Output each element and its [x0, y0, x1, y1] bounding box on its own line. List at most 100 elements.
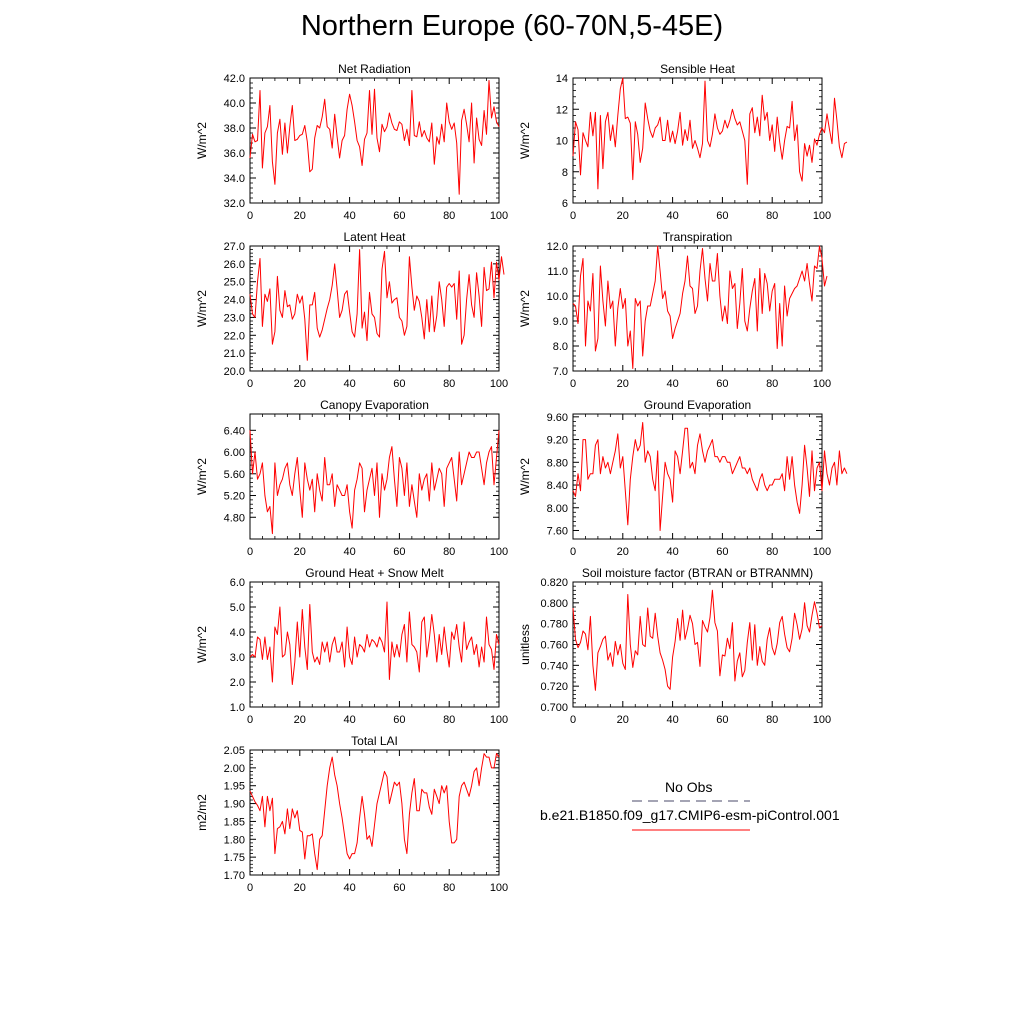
- panel-9-ylabel: m2/m2: [195, 794, 209, 831]
- panel-7-ytick-label: 5.0: [230, 602, 245, 614]
- legend-model-label: b.e21.B1850.f09_g17.CMIP6-esm-piControl.…: [540, 807, 840, 823]
- panel-8-xtick-label: 80: [766, 714, 778, 726]
- panel-2-xtick-label: 0: [570, 210, 576, 222]
- panel-3-ytick-label: 20.0: [224, 366, 245, 378]
- panel-8-xtick-label: 20: [617, 714, 629, 726]
- panel-6-ytick-label: 8.40: [547, 480, 568, 492]
- panel-9-ytick-label: 2.05: [224, 745, 245, 757]
- panel-4-ytick-label: 8.0: [553, 341, 568, 353]
- panel-9-series-line: [249, 753, 500, 871]
- panel-4-series-line: [572, 245, 828, 369]
- panel-6-xtick-label: 100: [813, 546, 831, 558]
- panel-5-ytick-label: 4.80: [224, 512, 245, 524]
- panel-9-ytick-label: 1.95: [224, 781, 245, 793]
- panel-2-title: Sensible Heat: [660, 62, 735, 76]
- panel-6-ytick-label: 9.60: [547, 412, 568, 424]
- panel-5-ytick-label: 6.00: [224, 447, 245, 459]
- panel-7-xtick-label: 0: [247, 714, 253, 726]
- panel-6-frame: [572, 413, 823, 540]
- panel-3-series-line: [249, 249, 505, 361]
- panel-3-xtick-label: 100: [490, 378, 508, 390]
- panel-4-xtick-label: 0: [570, 378, 576, 390]
- panel-5-xtick-label: 100: [490, 546, 508, 558]
- panel-8-ylabel: unitless: [518, 624, 532, 665]
- panel-2-ytick-label: 8: [562, 167, 568, 179]
- panel-3-ytick-label: 27.0: [224, 241, 245, 253]
- panel-3-frame: [249, 245, 500, 372]
- panel-9-ytick-label: 2.00: [224, 763, 245, 775]
- panel-1-title: Net Radiation: [338, 62, 411, 76]
- panel-4-ytick-label: 7.0: [553, 366, 568, 378]
- panel-8-ytick-label: 0.800: [540, 598, 568, 610]
- panel-3-xtick-label: 60: [393, 378, 405, 390]
- panel-1-xtick-label: 100: [490, 210, 508, 222]
- panel-7-xtick-label: 80: [443, 714, 455, 726]
- panel-6-title: Ground Evaporation: [644, 398, 751, 412]
- panel-7-ytick-label: 4.0: [230, 627, 245, 639]
- panel-1-ytick-label: 36.0: [224, 148, 245, 160]
- panel-6-xtick-label: 0: [570, 546, 576, 558]
- panel-1-xtick-label: 80: [443, 210, 455, 222]
- panel-2-xtick-label: 60: [716, 210, 728, 222]
- panel-5-xtick-label: 80: [443, 546, 455, 558]
- panel-9-xtick-label: 80: [443, 882, 455, 894]
- panel-7-xtick-label: 40: [343, 714, 355, 726]
- panel-7-ylabel: W/m^2: [195, 626, 209, 663]
- panel-2-series-line: [572, 77, 848, 190]
- panel-3-xtick-label: 80: [443, 378, 455, 390]
- panel-7-xtick-label: 100: [490, 714, 508, 726]
- panel-4-ytick-label: 9.0: [553, 316, 568, 328]
- panel-2-xtick-label: 20: [617, 210, 629, 222]
- panel-6-xtick-label: 40: [666, 546, 678, 558]
- panel-7-ytick-label: 2.0: [230, 677, 245, 689]
- panel-1-xtick-label: 60: [393, 210, 405, 222]
- panel-5-frame: [249, 413, 500, 540]
- panel-4-xtick-label: 60: [716, 378, 728, 390]
- panel-3-ylabel: W/m^2: [195, 290, 209, 327]
- panel-8-xtick-label: 0: [570, 714, 576, 726]
- panel-6-ytick-label: 7.60: [547, 525, 568, 537]
- panel-9-xtick-label: 40: [343, 882, 355, 894]
- panel-6-xtick-label: 60: [716, 546, 728, 558]
- panel-1-ytick-label: 34.0: [224, 173, 245, 185]
- panel-8-xtick-label: 40: [666, 714, 678, 726]
- panel-5-xtick-label: 0: [247, 546, 253, 558]
- panel-6-ytick-label: 8.00: [547, 503, 568, 515]
- panel-5-ytick-label: 5.60: [224, 469, 245, 481]
- panel-7-series-line: [249, 601, 500, 685]
- panel-1-ytick-label: 32.0: [224, 198, 245, 210]
- panel-3-ytick-label: 23.0: [224, 312, 245, 324]
- panel-8-ytick-label: 0.780: [540, 619, 568, 631]
- panel-4-xtick-label: 80: [766, 378, 778, 390]
- panel-9-ytick-label: 1.80: [224, 834, 245, 846]
- panel-9-ytick-label: 1.75: [224, 852, 245, 864]
- panel-8-title: Soil moisture factor (BTRAN or BTRANMN): [582, 566, 813, 580]
- panel-7-xtick-label: 20: [294, 714, 306, 726]
- panel-1-xtick-label: 0: [247, 210, 253, 222]
- panel-8-ytick-label: 0.720: [540, 681, 568, 693]
- panel-3-ytick-label: 25.0: [224, 277, 245, 289]
- panel-3-ytick-label: 22.0: [224, 330, 245, 342]
- panel-2-ytick-label: 14: [556, 73, 568, 85]
- panel-3-title: Latent Heat: [343, 230, 406, 244]
- panel-6-ylabel: W/m^2: [518, 458, 532, 495]
- panel-2-ytick-label: 12: [556, 104, 568, 116]
- panel-1-ytick-label: 38.0: [224, 123, 245, 135]
- panel-6-xtick-label: 80: [766, 546, 778, 558]
- panel-8-ytick-label: 0.760: [540, 640, 568, 652]
- panel-1-ylabel: W/m^2: [195, 122, 209, 159]
- panel-4-title: Transpiration: [663, 230, 733, 244]
- panel-3-xtick-label: 0: [247, 378, 253, 390]
- panel-2-ytick-label: 10: [556, 136, 568, 148]
- panel-3-ytick-label: 24.0: [224, 295, 245, 307]
- panel-4-xtick-label: 100: [813, 378, 831, 390]
- panel-5-xtick-label: 20: [294, 546, 306, 558]
- panel-8-xtick-label: 60: [716, 714, 728, 726]
- panel-4-xtick-label: 40: [666, 378, 678, 390]
- panel-4-xtick-label: 20: [617, 378, 629, 390]
- panel-9-ytick-label: 1.90: [224, 799, 245, 811]
- panel-9-xtick-label: 100: [490, 882, 508, 894]
- panel-3-xtick-label: 40: [343, 378, 355, 390]
- panel-8-ytick-label: 0.700: [540, 702, 568, 714]
